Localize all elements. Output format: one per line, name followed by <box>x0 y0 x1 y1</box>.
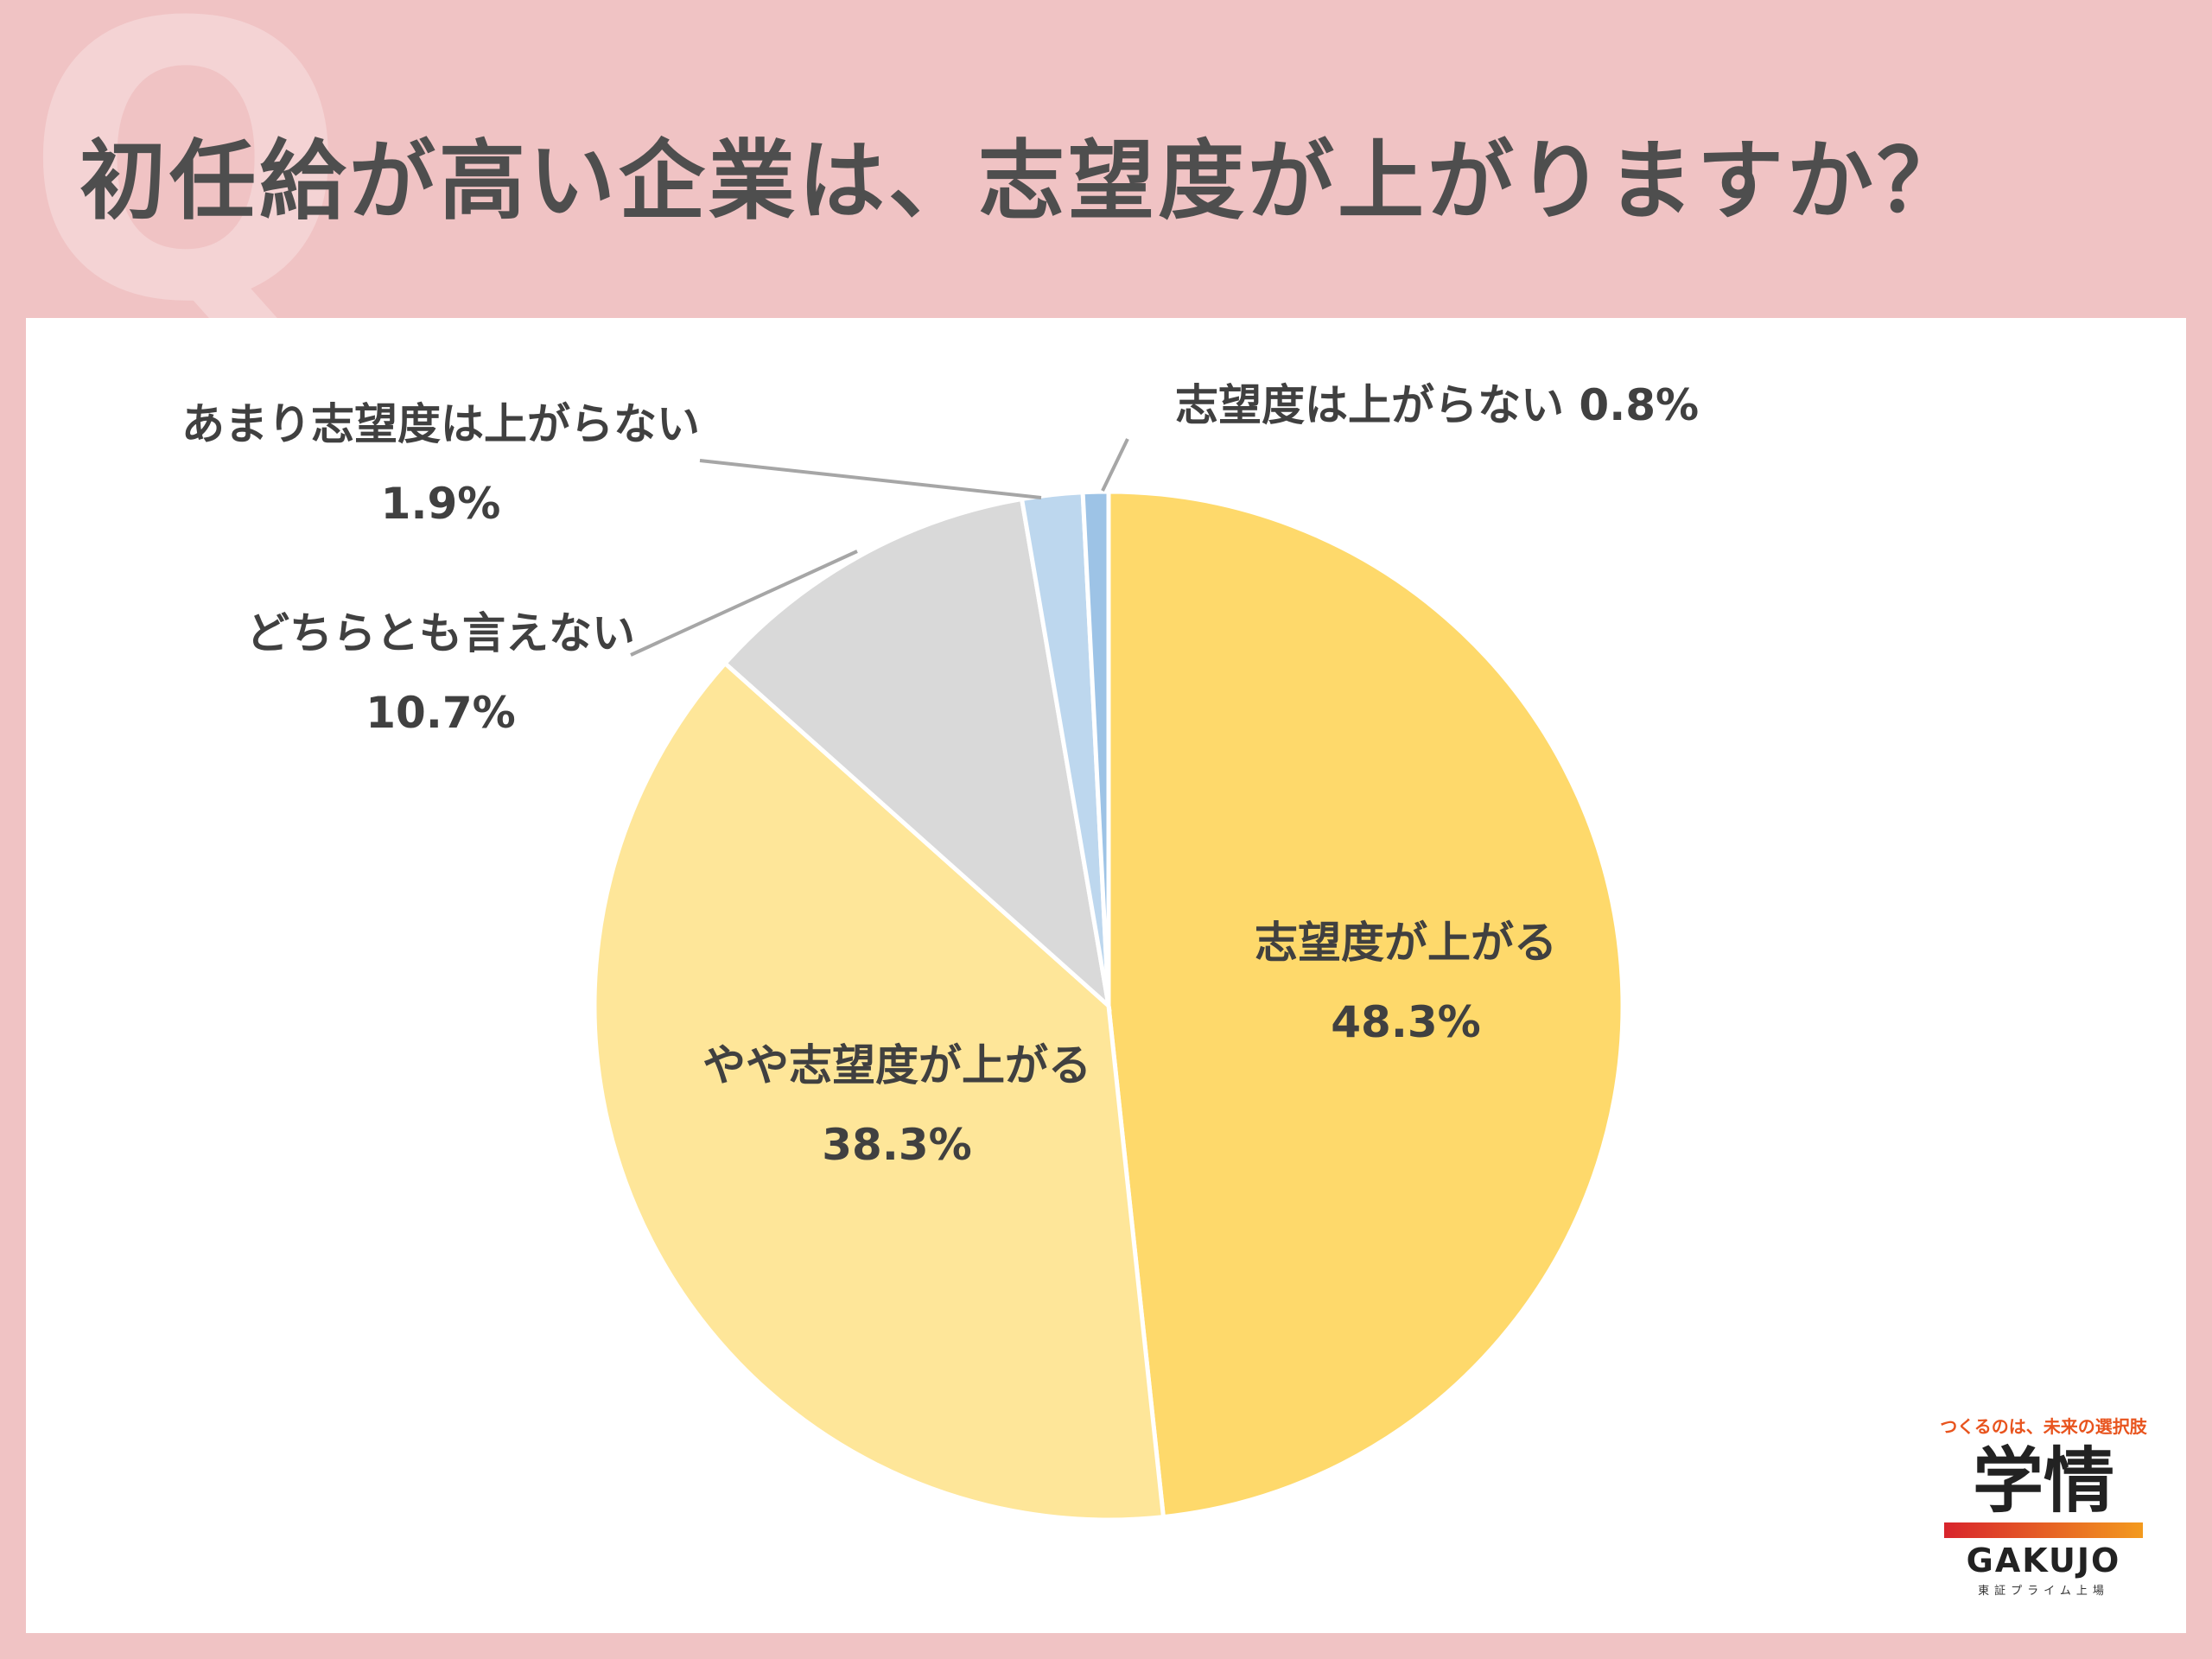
slice-value-label: 48.3% <box>1331 997 1480 1047</box>
pie-chart: 志望度が上がる 48.3% やや志望度が上がる 38.3% どちらとも言えない 10.7%… <box>181 380 1699 1522</box>
page-title: 初任給が高い企業は、志望度が上がりますか？ <box>79 130 1967 232</box>
slice-label: どちらとも言えない <box>246 608 635 658</box>
slice-value-label: 10.7% <box>365 688 515 738</box>
pie-slice <box>721 496 1112 1012</box>
brand-listing: 東証プライム上場 <box>1978 1585 2109 1599</box>
q-watermark: Q <box>24 0 348 385</box>
brand-name-jp: 学情 <box>1972 1440 2114 1522</box>
pie-slice <box>1080 489 1111 1007</box>
pie-slice <box>1106 489 1625 1520</box>
slice-value-label: 38.3% <box>822 1120 971 1170</box>
slice-label: あまり志望度は上がらない <box>181 399 700 449</box>
slice-label: やや志望度が上がる <box>702 1040 1091 1090</box>
brand-name-en: GAKUJO <box>1966 1541 2121 1580</box>
slice-label: 志望度が上がる <box>1255 918 1557 968</box>
leader-line <box>1101 438 1129 492</box>
chart-panel: 志望度が上がる 48.3% やや志望度が上がる 38.3% どちらとも言えない 10.7%… <box>26 318 2186 1633</box>
leader-line <box>699 459 1042 499</box>
brand-tagline: つくるのは、未来の選択肢 <box>1940 1416 2147 1437</box>
slice-value-label: 1.9% <box>381 479 501 529</box>
brand-logo: つくるのは、未来の選択肢 学情 GAKUJO 東証プライム上場 <box>1936 1413 2152 1598</box>
slice-label: 志望度は上がらない 0.8% <box>1175 380 1699 430</box>
pie-slice <box>592 660 1166 1522</box>
leader-line <box>630 550 858 657</box>
brand-bar <box>1944 1522 2143 1539</box>
